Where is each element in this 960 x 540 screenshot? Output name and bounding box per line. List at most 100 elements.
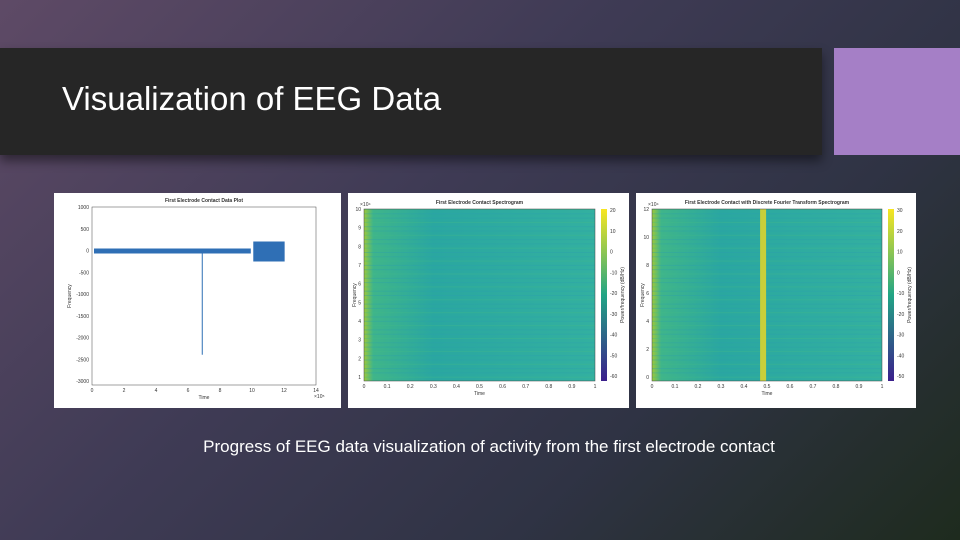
accent-block bbox=[834, 48, 960, 155]
x-tick-label: 0.2 bbox=[407, 384, 414, 390]
x-tick-label: 1 bbox=[881, 384, 884, 390]
signal bbox=[94, 248, 251, 254]
texture bbox=[652, 307, 882, 309]
figure-title: First Electrode Contact Spectrogram bbox=[436, 200, 524, 206]
texture bbox=[652, 312, 882, 314]
axis-exponent: ×10⁴ bbox=[360, 202, 371, 208]
texture bbox=[652, 376, 882, 378]
texture bbox=[652, 320, 882, 322]
figure-title: First Electrode Contact with Discrete Fo… bbox=[685, 200, 850, 206]
y-tick-label: 10 bbox=[643, 235, 649, 241]
texture bbox=[364, 230, 595, 232]
texture bbox=[364, 346, 595, 348]
spectrogram-image bbox=[364, 209, 595, 381]
texture bbox=[652, 234, 882, 236]
colorbar-label: Power/frequency (dB/Hz) bbox=[907, 267, 913, 323]
colorbar bbox=[888, 209, 894, 381]
texture bbox=[364, 333, 595, 335]
texture bbox=[364, 273, 595, 275]
x-tick-label: 0 bbox=[651, 384, 654, 390]
axis-exponent: ×10⁵ bbox=[314, 394, 325, 400]
x-tick-label: 0.8 bbox=[833, 384, 840, 390]
texture bbox=[652, 303, 882, 305]
y-tick-label: 0 bbox=[646, 375, 649, 381]
colorbar-label: Power/frequency (dB/Hz) bbox=[620, 267, 626, 323]
x-tick-label: 0.9 bbox=[856, 384, 863, 390]
y-tick-label: 7 bbox=[358, 263, 361, 269]
y-axis-label: Frequency bbox=[640, 283, 646, 307]
x-tick-label: 6 bbox=[187, 388, 190, 394]
figure: First Electrode Contact with Discrete Fo… bbox=[636, 193, 916, 408]
texture bbox=[652, 342, 882, 344]
y-tick-label: 4 bbox=[646, 319, 649, 325]
texture bbox=[364, 372, 595, 374]
texture bbox=[364, 217, 595, 219]
texture bbox=[652, 325, 882, 327]
x-tick-label: 0.1 bbox=[384, 384, 391, 390]
y-tick-label: 6 bbox=[358, 282, 361, 288]
y-tick-label: 8 bbox=[646, 263, 649, 269]
texture bbox=[652, 346, 882, 348]
x-tick-label: 1 bbox=[594, 384, 597, 390]
colorbar-tick-label: -10 bbox=[610, 270, 617, 276]
texture bbox=[364, 256, 595, 258]
texture bbox=[364, 286, 595, 288]
texture bbox=[364, 226, 595, 228]
texture bbox=[364, 282, 595, 284]
x-tick-label: 0.7 bbox=[522, 384, 529, 390]
colorbar-tick-label: 30 bbox=[897, 208, 903, 214]
x-tick-label: 0.3 bbox=[718, 384, 725, 390]
x-tick-label: 0.5 bbox=[476, 384, 483, 390]
x-axis-label: Time bbox=[474, 391, 485, 397]
y-tick-label: -1000 bbox=[76, 292, 89, 298]
spike bbox=[201, 251, 203, 355]
colorbar-tick-label: -30 bbox=[897, 333, 904, 339]
texture bbox=[652, 260, 882, 262]
texture bbox=[652, 252, 882, 253]
texture bbox=[364, 234, 595, 236]
texture bbox=[652, 221, 882, 223]
texture bbox=[652, 213, 882, 215]
x-tick-label: 0.1 bbox=[672, 384, 679, 390]
texture bbox=[364, 213, 595, 215]
texture bbox=[364, 368, 595, 370]
y-tick-label: -500 bbox=[79, 270, 89, 276]
x-tick-label: 2 bbox=[123, 388, 126, 394]
slide-title: Visualization of EEG Data bbox=[62, 80, 442, 117]
y-tick-label: 6 bbox=[646, 291, 649, 297]
texture bbox=[652, 243, 882, 245]
x-tick-label: 0.4 bbox=[741, 384, 748, 390]
texture bbox=[652, 359, 882, 361]
axis-exponent: ×10⁴ bbox=[648, 202, 659, 208]
colorbar-tick-label: 20 bbox=[610, 208, 616, 214]
x-tick-label: 0.5 bbox=[764, 384, 771, 390]
figure-title: First Electrode Contact Data Plot bbox=[165, 198, 243, 204]
colorbar-tick-label: 0 bbox=[897, 270, 900, 276]
texture bbox=[652, 256, 882, 258]
x-axis-label: Time bbox=[762, 391, 773, 397]
y-tick-label: 1000 bbox=[78, 205, 89, 211]
x-tick-label: 0.8 bbox=[545, 384, 552, 390]
y-tick-label: 2 bbox=[358, 356, 361, 362]
texture bbox=[652, 226, 882, 228]
colorbar-tick-label: 10 bbox=[897, 250, 903, 256]
texture bbox=[364, 209, 595, 210]
texture bbox=[364, 299, 595, 301]
texture bbox=[364, 290, 595, 292]
plot-frame bbox=[363, 208, 596, 382]
texture bbox=[652, 239, 882, 241]
x-tick-label: 10 bbox=[249, 388, 255, 394]
y-tick-label: 1 bbox=[358, 375, 361, 381]
texture bbox=[364, 243, 595, 245]
texture bbox=[364, 239, 595, 241]
signal bbox=[253, 241, 285, 262]
y-tick-label: 4 bbox=[358, 319, 361, 325]
x-tick-label: 8 bbox=[219, 388, 222, 394]
texture bbox=[652, 269, 882, 271]
x-tick-label: 0 bbox=[91, 388, 94, 394]
texture bbox=[652, 290, 882, 292]
texture bbox=[652, 329, 882, 331]
texture bbox=[364, 329, 595, 331]
x-tick-label: 0.3 bbox=[430, 384, 437, 390]
